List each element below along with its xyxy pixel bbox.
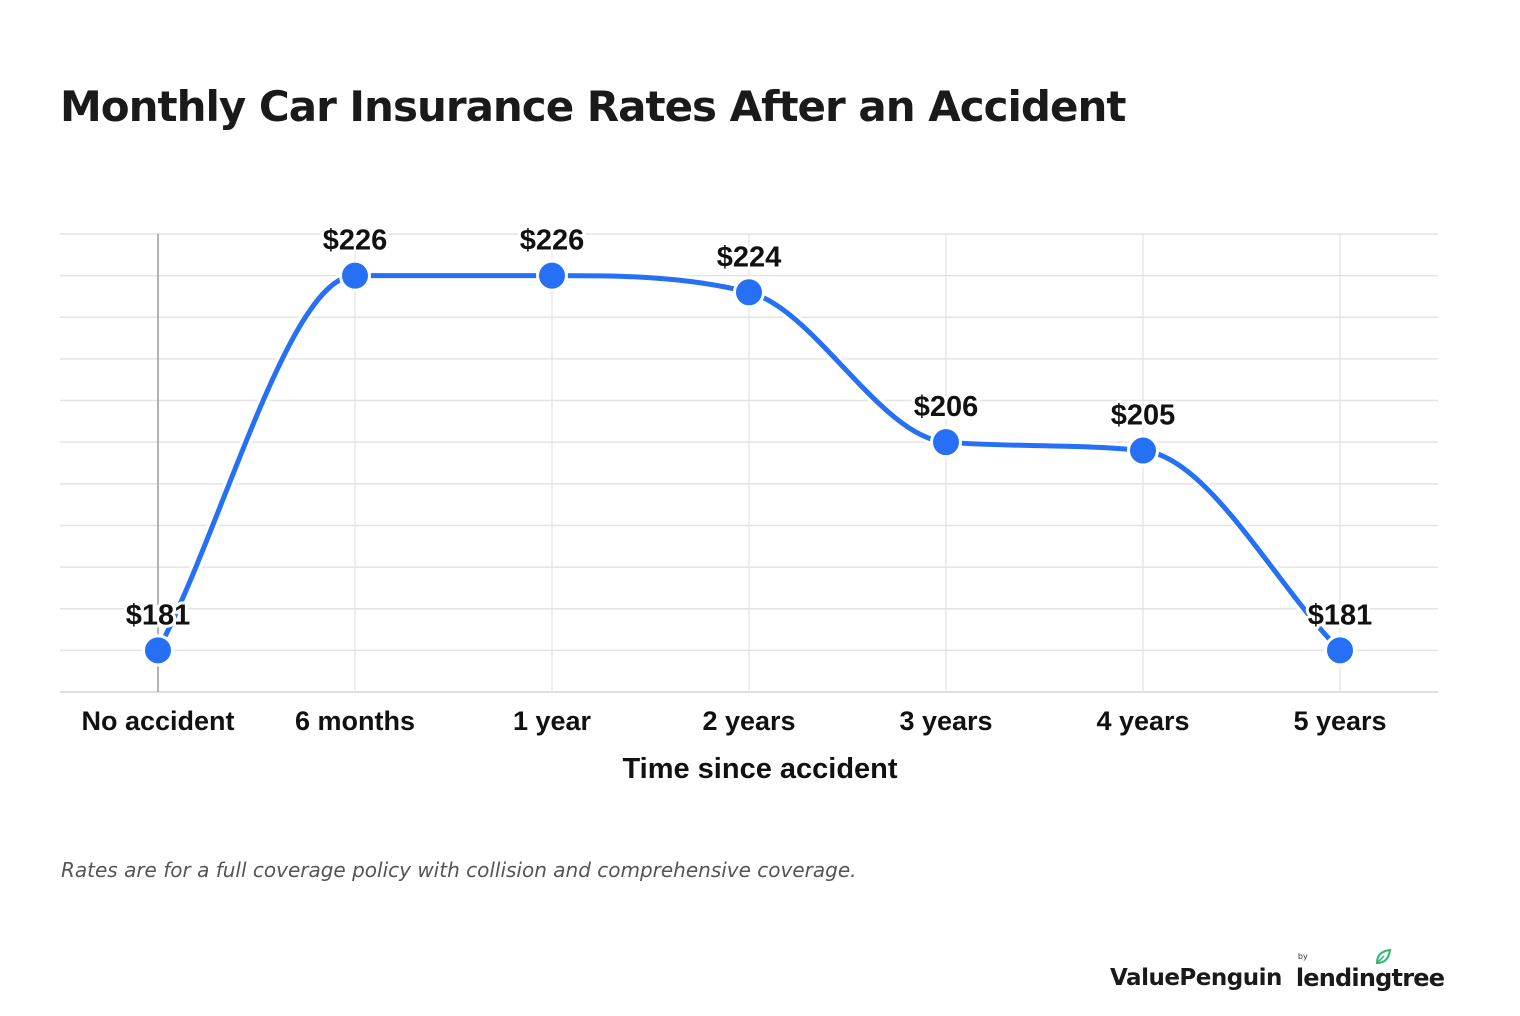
chart-title: Monthly Car Insurance Rates After an Acc… bbox=[60, 82, 1126, 131]
x-tick-label: No accident bbox=[81, 706, 234, 736]
data-point bbox=[930, 426, 962, 459]
data-point bbox=[142, 634, 174, 667]
leaf-icon bbox=[1376, 948, 1392, 965]
x-axis-ticks: No accident 6 months 1 year 2 years 3 years 4… bbox=[81, 706, 1386, 736]
data-label: $206 bbox=[914, 391, 979, 423]
data-point bbox=[339, 259, 371, 292]
line-chart: $181 $226 $226 $224 $206 $205 $181 No accident… bbox=[60, 222, 1438, 785]
data-point bbox=[536, 259, 568, 292]
footnote: Rates are for a full coverage policy wit… bbox=[61, 858, 857, 882]
data-labels: $181 $226 $226 $224 $206 $205 $181 bbox=[123, 222, 1376, 635]
x-tick-label: 1 year bbox=[513, 706, 592, 736]
grid bbox=[60, 233, 1438, 693]
brand-name: ValuePenguin bbox=[1110, 965, 1282, 991]
x-axis-label: Time since accident bbox=[622, 753, 897, 785]
data-label: $181 bbox=[126, 599, 191, 631]
data-label: $181 bbox=[1308, 599, 1373, 631]
x-tick-label: 4 years bbox=[1096, 706, 1189, 736]
data-point bbox=[1127, 434, 1159, 467]
brand-logo: ValuePenguin by lendingtree bbox=[1104, 948, 1445, 998]
partner-logo: by lendingtree bbox=[1295, 948, 1445, 992]
partner-name: lendingtree bbox=[1295, 964, 1445, 992]
x-tick-label: 2 years bbox=[702, 706, 795, 736]
data-points bbox=[142, 259, 1356, 667]
brand-by: by bbox=[1297, 952, 1308, 961]
x-tick-label: 5 years bbox=[1293, 706, 1386, 736]
data-label: $205 bbox=[1111, 400, 1176, 432]
data-point bbox=[1324, 634, 1356, 667]
data-label: $224 bbox=[717, 241, 782, 273]
x-tick-label: 3 years bbox=[899, 706, 992, 736]
data-label: $226 bbox=[520, 225, 585, 257]
data-label: $226 bbox=[323, 225, 388, 257]
x-tick-label: 6 months bbox=[295, 706, 415, 736]
data-point bbox=[733, 276, 765, 309]
